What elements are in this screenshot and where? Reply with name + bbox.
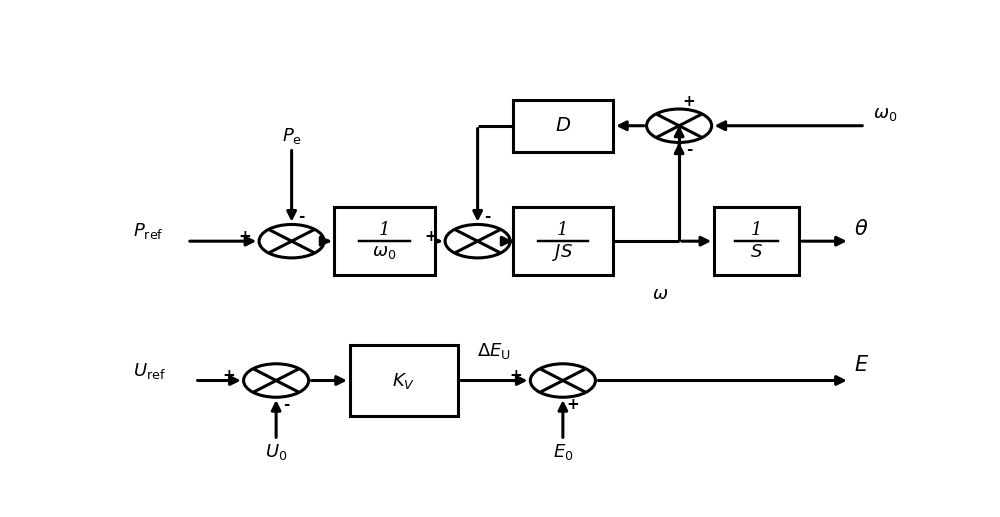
Text: $JS$: $JS$ (552, 241, 573, 263)
Text: 1: 1 (379, 221, 390, 239)
Text: $E_{0}$: $E_{0}$ (553, 442, 573, 462)
Text: -: - (686, 143, 692, 158)
Text: $\omega_{0}$: $\omega_{0}$ (873, 105, 897, 123)
Text: $U_{0}$: $U_{0}$ (265, 442, 287, 462)
Text: +: + (683, 94, 695, 109)
Text: $\omega_{0}$: $\omega_{0}$ (372, 243, 397, 261)
Text: $D$: $D$ (555, 117, 571, 135)
Text: +: + (238, 229, 251, 244)
Text: +: + (509, 368, 522, 383)
Text: +: + (223, 368, 235, 383)
Text: $S$: $S$ (750, 243, 763, 261)
Text: -: - (283, 397, 289, 412)
Text: $E$: $E$ (854, 355, 869, 375)
Text: $K_V$: $K_V$ (392, 371, 416, 390)
Bar (714, 207, 799, 275)
Text: $\theta$: $\theta$ (854, 219, 868, 239)
Text: 1: 1 (751, 221, 762, 239)
Text: +: + (566, 397, 579, 412)
Text: 1: 1 (557, 221, 569, 239)
Text: -: - (484, 209, 491, 224)
Text: $\Delta E_{\mathrm{U}}$: $\Delta E_{\mathrm{U}}$ (477, 341, 511, 361)
Text: +: + (424, 229, 437, 244)
Bar (512, 100, 613, 151)
Text: -: - (298, 209, 305, 224)
Text: $U_{\mathrm{ref}}$: $U_{\mathrm{ref}}$ (133, 360, 166, 381)
Bar (334, 207, 435, 275)
Text: $P_{\mathrm{e}}$: $P_{\mathrm{e}}$ (282, 126, 302, 146)
Text: $\omega$: $\omega$ (652, 285, 668, 303)
Text: $P_{\mathrm{ref}}$: $P_{\mathrm{ref}}$ (133, 221, 163, 241)
Bar (350, 345, 458, 416)
Bar (512, 207, 613, 275)
